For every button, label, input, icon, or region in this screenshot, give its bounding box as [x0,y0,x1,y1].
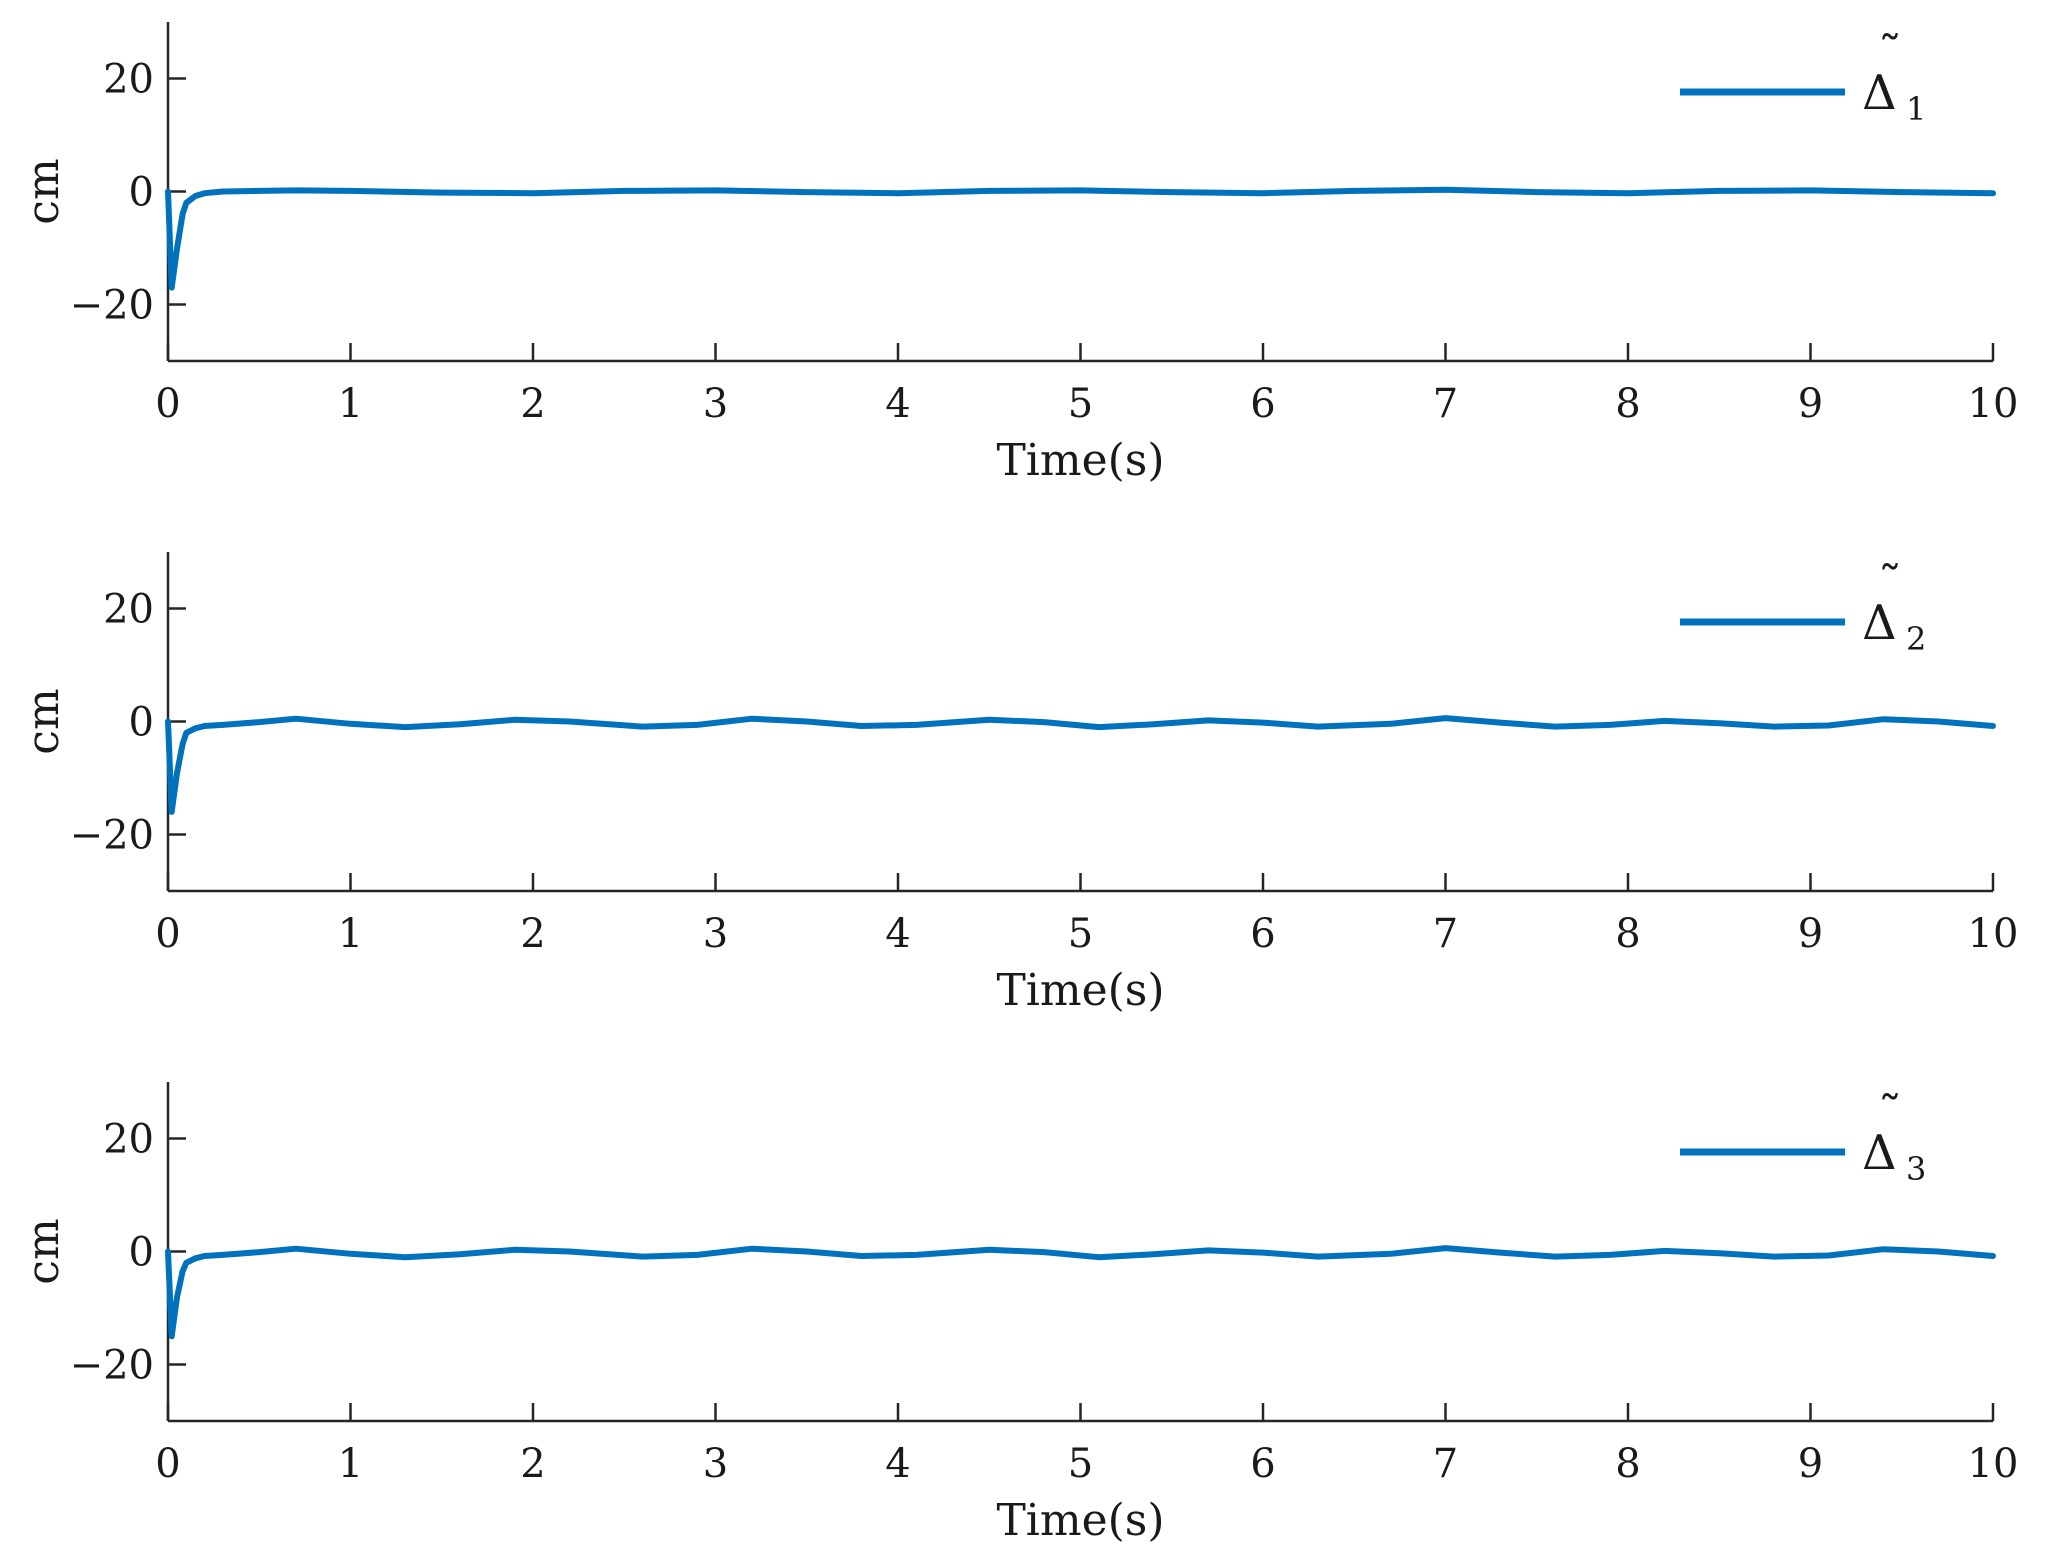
y-tick-label: 0 [129,1230,154,1276]
x-tick-label: 4 [885,381,910,427]
x-tick-label: 4 [885,1441,910,1487]
legend-delta-symbol: Δ [1862,1125,1897,1181]
legend: Δ˜3 [1680,1086,1926,1188]
y-axis-label: cm [18,688,69,754]
x-tick-label: 9 [1798,911,1823,957]
x-tick-label: 7 [1433,1441,1458,1487]
series-line-2 [165,715,1996,815]
legend-tilde-accent: ˜ [1878,556,1902,612]
legend-subscript: 3 [1906,1150,1926,1188]
x-tick-label: 1 [338,1441,363,1487]
y-axis-label: cm [18,158,69,224]
y-axis-label: cm [18,1218,69,1284]
legend-delta-symbol: Δ [1862,595,1897,651]
x-tick-label: 7 [1433,381,1458,427]
x-axis-label: Time(s) [996,435,1164,486]
y-tick-label: 0 [129,700,154,746]
x-tick-label: 6 [1250,381,1275,427]
x-tick-label: 0 [155,1441,180,1487]
x-tick-label: 2 [520,911,545,957]
legend: Δ˜1 [1680,26,1926,128]
x-tick-label: 7 [1433,911,1458,957]
x-tick-label: 3 [703,911,728,957]
x-tick-label: 3 [703,381,728,427]
x-tick-label: 8 [1615,381,1640,427]
x-tick-label: 10 [1968,1441,2019,1487]
y-tick-label: 0 [129,170,154,216]
x-tick-label: 8 [1615,911,1640,957]
legend-tilde-accent: ˜ [1878,1086,1902,1142]
x-axis-label: Time(s) [996,965,1164,1016]
x-tick-label: 4 [885,911,910,957]
legend: Δ˜2 [1680,556,1926,658]
legend-tilde-accent: ˜ [1878,26,1902,82]
y-tick-label: 20 [103,1117,154,1163]
x-tick-label: 8 [1615,1441,1640,1487]
y-tick-label: 20 [103,587,154,633]
series-line-3 [165,1245,1996,1340]
x-tick-label: 6 [1250,1441,1275,1487]
x-tick-label: 5 [1068,381,1093,427]
x-tick-label: 1 [338,381,363,427]
x-tick-label: 3 [703,1441,728,1487]
x-tick-label: 5 [1068,911,1093,957]
y-tick-label: −20 [70,283,154,329]
legend-subscript: 1 [1906,90,1926,128]
x-tick-label: 9 [1798,381,1823,427]
legend-subscript: 2 [1906,620,1926,658]
x-tick-label: 9 [1798,1441,1823,1487]
x-tick-label: 10 [1968,381,2019,427]
x-axis-label: Time(s) [996,1495,1164,1546]
x-tick-label: 1 [338,911,363,957]
x-tick-label: 2 [520,1441,545,1487]
x-tick-label: 5 [1068,1441,1093,1487]
x-tick-label: 10 [1968,911,2019,957]
y-tick-label: −20 [70,813,154,859]
x-tick-label: 6 [1250,911,1275,957]
x-tick-label: 2 [520,381,545,427]
series-line-1 [165,186,1996,291]
y-tick-label: −20 [70,1343,154,1389]
x-tick-label: 0 [155,381,180,427]
x-tick-label: 0 [155,911,180,957]
y-tick-label: 20 [103,57,154,103]
legend-delta-symbol: Δ [1862,65,1897,121]
